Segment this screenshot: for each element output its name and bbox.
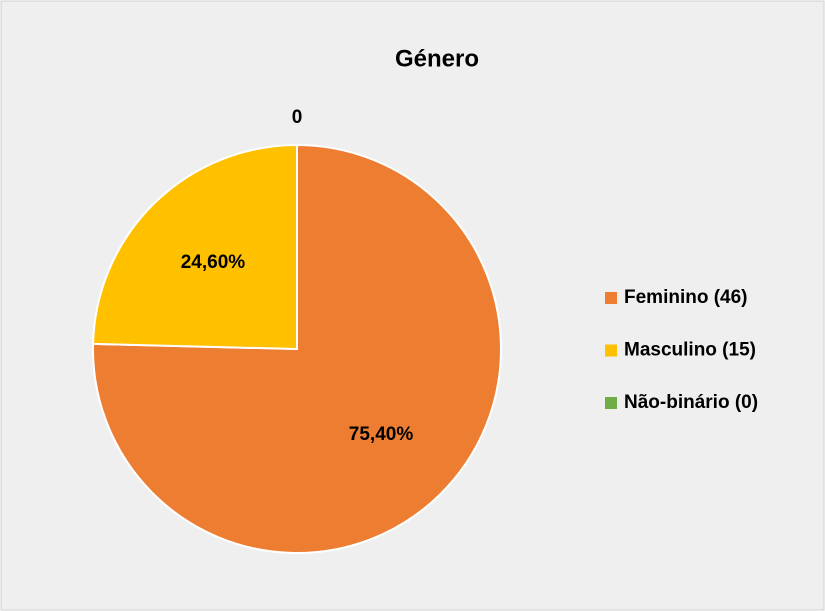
data-label: 24,60% [181, 252, 246, 273]
legend-label: Masculino (15) [624, 340, 756, 361]
chart-title: Género [395, 45, 479, 72]
legend-swatch [605, 344, 617, 357]
data-label: 75,40% [349, 424, 414, 445]
legend-label: Feminino (46) [624, 287, 748, 308]
data-label: 0 [292, 107, 303, 128]
legend-swatch [605, 397, 617, 409]
legend-label: Não-binário (0) [624, 392, 758, 413]
pie-slice [92, 143, 298, 351]
legend-swatch [605, 292, 617, 304]
